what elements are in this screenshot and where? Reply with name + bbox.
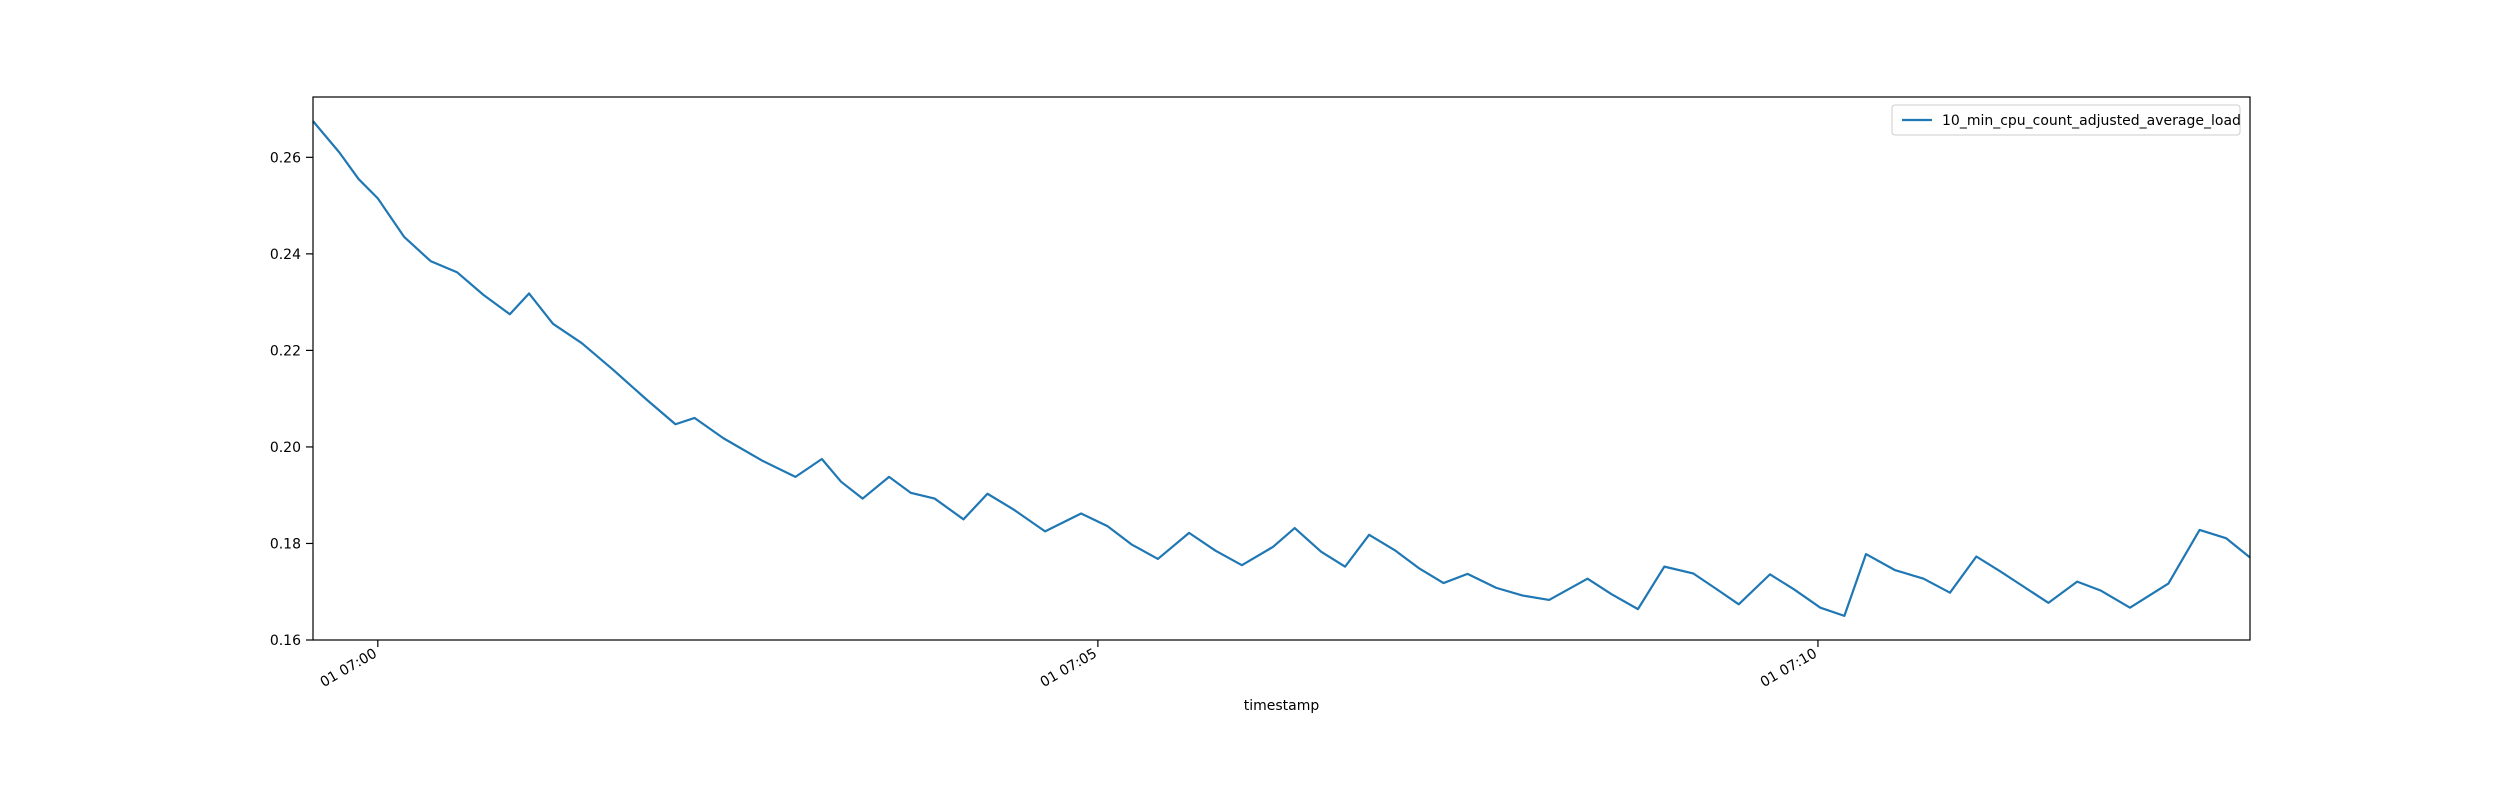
legend-series-label: 10_min_cpu_count_adjusted_average_load: [1942, 113, 2241, 129]
legend: 10_min_cpu_count_adjusted_average_load: [1891, 104, 2241, 136]
plot-frame: [312, 96, 2251, 641]
y-axis-ticks: 0.16 0.18 0.20 0.22 0.24 0.26: [270, 150, 313, 649]
y-tick-label: 0.22: [270, 343, 301, 359]
y-tick-label: 0.26: [270, 150, 301, 166]
y-tick-label: 0.18: [270, 536, 301, 552]
y-tick-label: 0.16: [270, 633, 301, 649]
series-line-cpu-load: [312, 120, 2251, 617]
y-tick-label: 0.20: [270, 440, 301, 456]
y-tick-label: 0.24: [270, 247, 301, 263]
legend-box: [1891, 104, 2241, 136]
x-axis-label: timestamp: [1244, 698, 1320, 714]
